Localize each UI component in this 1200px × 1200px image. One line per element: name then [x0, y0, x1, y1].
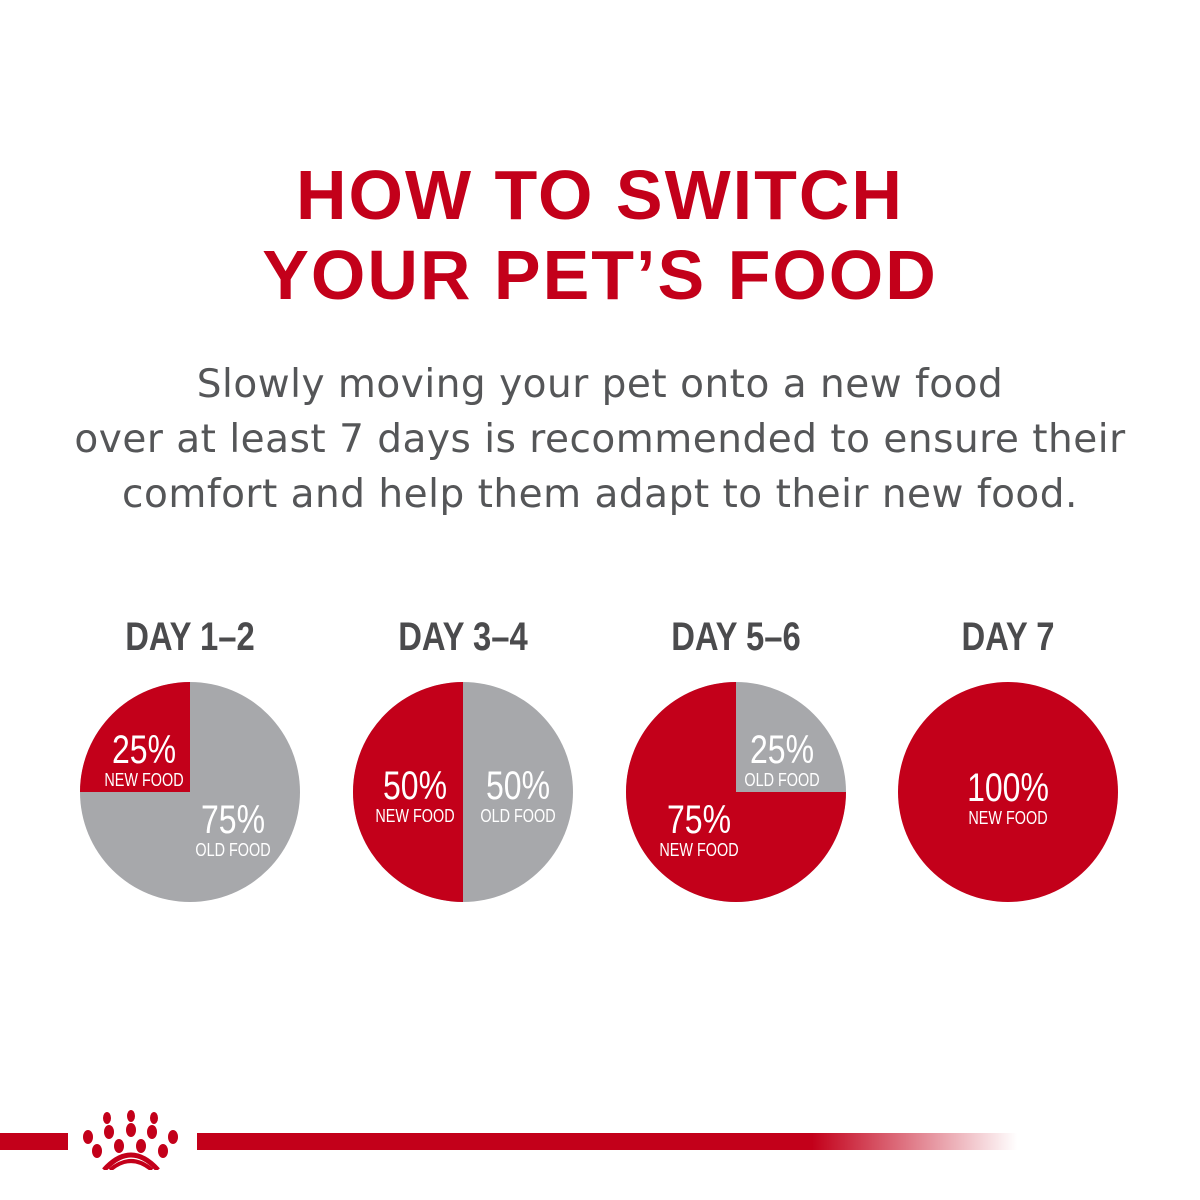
subtitle-line-1: Slowly moving your pet onto a new food: [196, 362, 1004, 407]
title-line-2: YOUR PET’S FOOD: [262, 236, 938, 314]
pie4-new-label: 100% NEW FOOD: [967, 766, 1049, 828]
pie-slice-new-food: [80, 682, 190, 792]
day-label-3: DAY 5–6: [671, 615, 801, 659]
pie3-old-label: 25% OLD FOOD: [744, 728, 820, 790]
pie2-old-label: 50% OLD FOOD: [480, 764, 556, 826]
pie-slice-new-food: [353, 682, 463, 902]
subtitle: Slowly moving your pet onto a new food o…: [0, 357, 1200, 522]
footer-bar-right: [197, 1133, 1017, 1150]
pie2-new-label: 50% NEW FOOD: [375, 764, 455, 826]
pie-slice-new-food: [626, 682, 846, 902]
subtitle-line-2: over at least 7 days is recommended to e…: [74, 417, 1126, 462]
day-label-4: DAY 7: [961, 615, 1055, 659]
subtitle-line-3: comfort and help them adapt to their new…: [122, 472, 1078, 517]
pie3-new-label: 75% NEW FOOD: [659, 798, 739, 860]
day-label-1: DAY 1–2: [125, 615, 255, 659]
footer-bar-left: [0, 1133, 68, 1150]
royal-canin-crown-logo: [83, 1110, 178, 1170]
pie1-new-label: 25% NEW FOOD: [104, 728, 184, 790]
pie1-old-label: 75% OLD FOOD: [195, 798, 271, 860]
day-label-2: DAY 3–4: [398, 615, 528, 659]
pie-slice-new-food: [898, 682, 1118, 902]
title-line-1: HOW TO SWITCH: [296, 156, 904, 234]
